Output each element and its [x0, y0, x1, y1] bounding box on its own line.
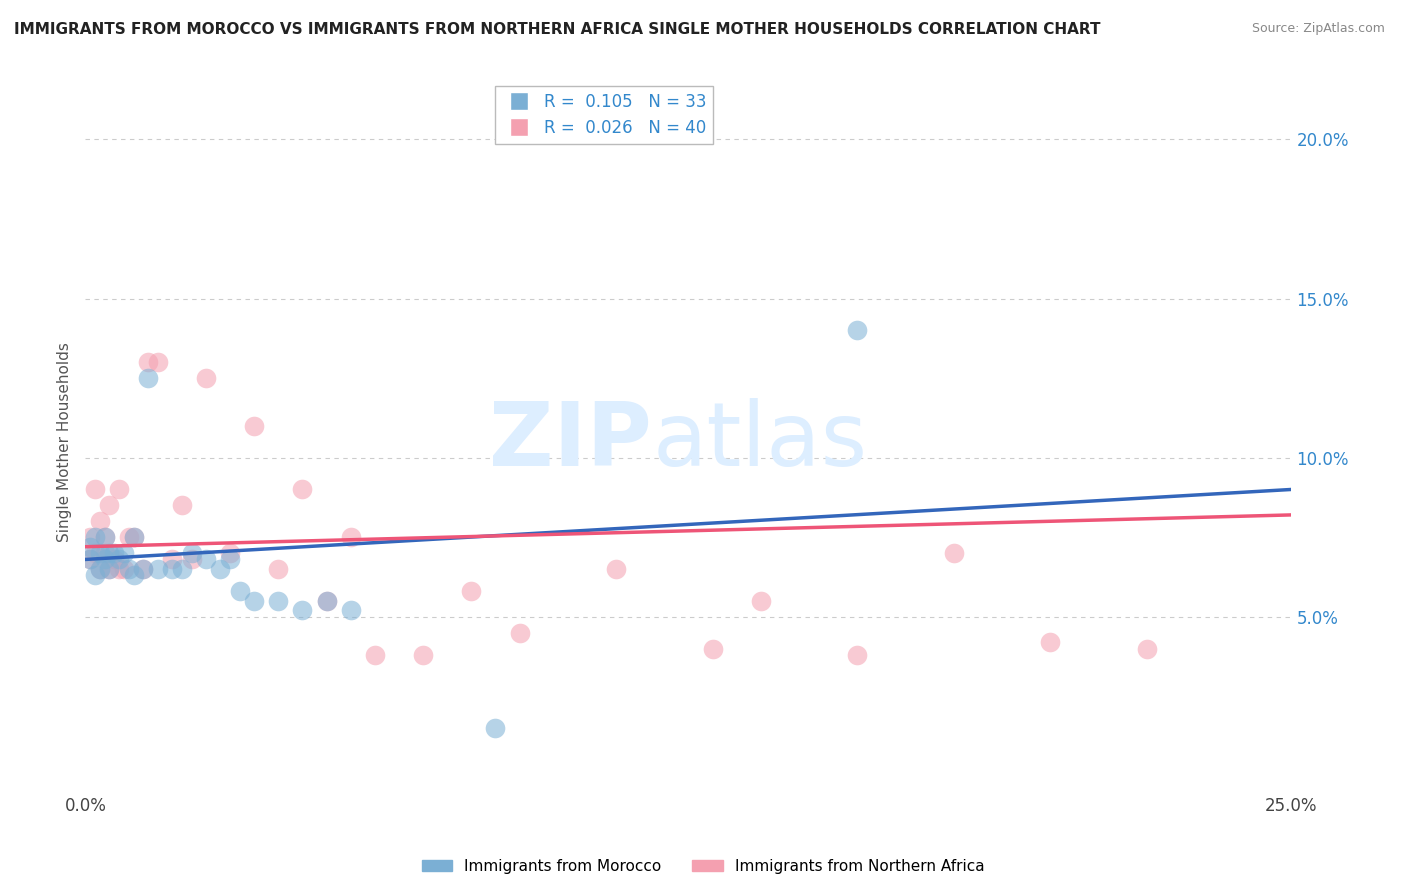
Point [339, 530, 361, 544]
Point [84, 530, 107, 544]
Point [89, 514, 111, 528]
Point [93, 552, 115, 566]
Point [160, 562, 183, 576]
Point [103, 546, 125, 560]
Point [243, 594, 266, 608]
Legend: Immigrants from Morocco, Immigrants from Northern Africa: Immigrants from Morocco, Immigrants from… [415, 853, 991, 880]
Point [846, 323, 869, 337]
Point [412, 648, 434, 662]
Text: atlas: atlas [652, 398, 868, 485]
Point [315, 594, 337, 608]
Point [98, 562, 121, 576]
Point [170, 499, 193, 513]
Point [219, 552, 242, 566]
Point [93, 530, 115, 544]
Point [79, 540, 101, 554]
Point [108, 552, 131, 566]
Point [122, 568, 145, 582]
Point [122, 530, 145, 544]
Point [195, 371, 218, 385]
Point [195, 552, 218, 566]
Point [219, 546, 242, 560]
Point [460, 584, 482, 599]
Point [132, 562, 155, 576]
Point [103, 552, 125, 566]
Point [339, 603, 361, 617]
Text: IMMIGRANTS FROM MOROCCO VS IMMIGRANTS FROM NORTHERN AFRICA SINGLE MOTHER HOUSEHO: IMMIGRANTS FROM MOROCCO VS IMMIGRANTS FR… [14, 22, 1101, 37]
Point [364, 648, 387, 662]
Point [1136, 641, 1159, 656]
Point [267, 594, 290, 608]
Point [132, 562, 155, 576]
Point [118, 530, 141, 544]
Text: ZIP: ZIP [489, 398, 652, 485]
Legend: R =  0.105   N = 33, R =  0.026   N = 40: R = 0.105 N = 33, R = 0.026 N = 40 [495, 87, 713, 144]
Point [112, 562, 135, 576]
Point [136, 371, 159, 385]
Point [108, 562, 131, 576]
Point [112, 546, 135, 560]
Text: Source: ZipAtlas.com: Source: ZipAtlas.com [1251, 22, 1385, 36]
Point [484, 721, 506, 735]
Point [98, 546, 121, 560]
Point [267, 562, 290, 576]
Point [93, 530, 115, 544]
Point [702, 641, 724, 656]
Point [160, 552, 183, 566]
Point [291, 483, 314, 497]
Point [180, 552, 202, 566]
Point [84, 568, 107, 582]
Point [89, 562, 111, 576]
Point [229, 584, 252, 599]
Point [209, 562, 232, 576]
Point [136, 355, 159, 369]
Point [79, 552, 101, 566]
Y-axis label: Single Mother Households: Single Mother Households [58, 342, 72, 541]
Point [180, 546, 202, 560]
Point [291, 603, 314, 617]
Point [118, 562, 141, 576]
Point [98, 499, 121, 513]
Point [89, 562, 111, 576]
Point [846, 648, 869, 662]
Point [146, 562, 169, 576]
Point [79, 552, 101, 566]
Point [122, 530, 145, 544]
Point [170, 562, 193, 576]
Point [605, 562, 627, 576]
Point [98, 562, 121, 576]
Point [93, 546, 115, 560]
Point [749, 594, 772, 608]
Point [243, 418, 266, 433]
Point [1039, 635, 1062, 649]
Point [84, 483, 107, 497]
Point [509, 625, 531, 640]
Point [146, 355, 169, 369]
Point [942, 546, 965, 560]
Point [315, 594, 337, 608]
Point [84, 546, 107, 560]
Point [79, 530, 101, 544]
Point [89, 546, 111, 560]
Point [108, 483, 131, 497]
